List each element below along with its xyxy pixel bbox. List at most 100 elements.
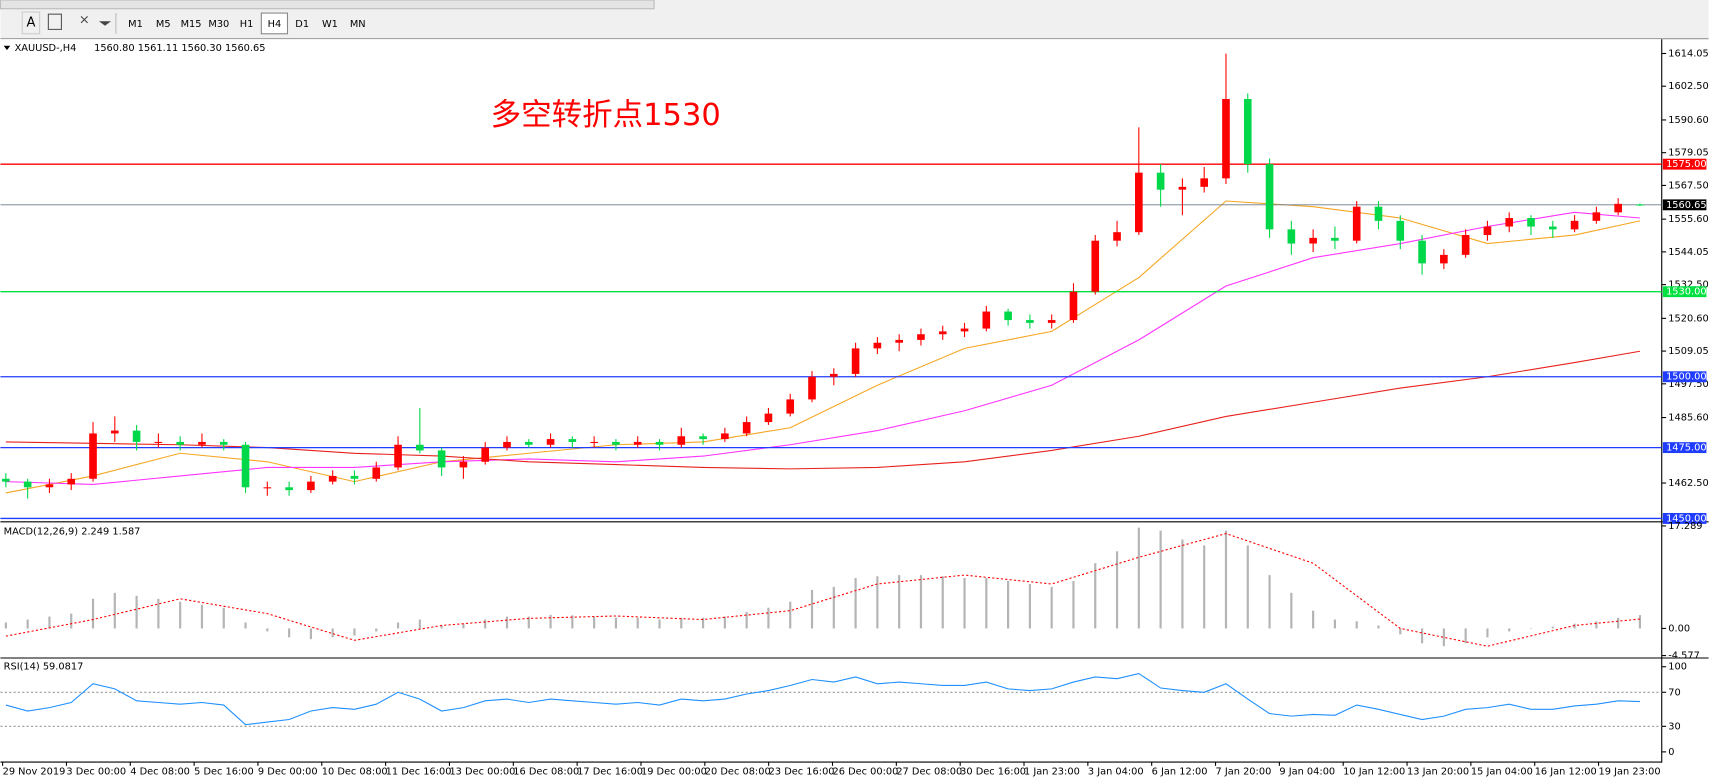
candle-body [1505, 218, 1514, 227]
macd-bar [1094, 563, 1097, 629]
x-tick-label: 16 Dec 08:00 [513, 766, 579, 777]
x-tick-label: 6 Jan 12:00 [1152, 766, 1208, 777]
macd-bar [1115, 551, 1119, 629]
candle-body [1156, 172, 1165, 190]
arrow-tool[interactable] [80, 15, 111, 26]
timeframe-label[interactable]: D1 [295, 19, 309, 30]
x-tick-label: 20 Dec 08:00 [705, 766, 771, 777]
macd-bar [1137, 527, 1140, 629]
candle-body [1243, 98, 1252, 165]
candle-body [633, 441, 642, 445]
moving-average [5, 350, 1641, 470]
timeframe-button[interactable] [316, 13, 344, 34]
macd-bar [1203, 545, 1206, 629]
macd-bar [1442, 628, 1445, 647]
timeframe-button[interactable] [177, 13, 205, 34]
candle-body [1113, 232, 1121, 241]
x-tick-label: 17 Dec 16:00 [577, 766, 643, 777]
candle-body [328, 475, 337, 482]
macd-bar [789, 601, 792, 629]
macd-bar [1333, 619, 1337, 629]
candle-body [1374, 206, 1383, 221]
macd-bar [1420, 628, 1424, 644]
macd-bar [549, 614, 552, 629]
candle-body [1461, 235, 1470, 255]
y-tick-label: 0.00 [1668, 623, 1690, 634]
x-tick-label: 26 Dec 00:00 [832, 766, 898, 777]
candle-body [742, 422, 751, 434]
candle-body [1440, 254, 1448, 264]
macd-bar [963, 578, 966, 629]
macd-signal [5, 533, 1641, 647]
timeframe-label[interactable]: H4 [268, 19, 282, 30]
x-tick-label: 10 Dec 08:00 [322, 766, 388, 777]
candle-body [568, 439, 577, 442]
macd-bar [113, 592, 116, 629]
macd-bar [1508, 628, 1511, 632]
macd-bar [593, 616, 596, 629]
macd-bar [941, 576, 944, 629]
candle-body [1222, 98, 1230, 179]
candle-body [851, 348, 860, 374]
timeframe-label[interactable]: M5 [156, 19, 171, 30]
moving-average [5, 200, 1641, 494]
macd-bar [1007, 581, 1010, 629]
macd-bar [767, 607, 770, 629]
candle-body [1483, 226, 1492, 236]
candle-body [1200, 178, 1209, 187]
macd-bar [1573, 623, 1576, 629]
last-price-bg [1662, 199, 1707, 211]
candle-body [219, 441, 228, 445]
text-tool-button[interactable] [21, 11, 41, 35]
macd-bar [91, 598, 95, 629]
timeframe-label[interactable]: H1 [240, 19, 254, 30]
y-tick-label: 1544.05 [1668, 247, 1709, 258]
macd-bar [1399, 628, 1402, 635]
macd-bar [222, 607, 225, 629]
y-tick-label: 1555.60 [1668, 214, 1709, 225]
macd-bar [157, 598, 160, 629]
timeframe-label[interactable]: M15 [181, 19, 202, 30]
macd-bar [179, 601, 182, 629]
text-label-tool[interactable] [47, 13, 62, 30]
candle-body [67, 478, 76, 485]
timeframe-label[interactable]: M30 [208, 19, 229, 30]
x-tick-label: 10 Jan 12:00 [1343, 766, 1405, 777]
x-tick-label: 9 Jan 04:00 [1279, 766, 1335, 777]
macd-bar [701, 617, 705, 629]
candle-body [1004, 311, 1012, 321]
macd-bar [462, 623, 465, 629]
timeframe-button[interactable] [122, 13, 149, 34]
candle-body [1592, 212, 1601, 221]
timeframe-button[interactable] [344, 13, 371, 34]
price-label-bg [1662, 442, 1707, 454]
macd-bar [135, 595, 138, 629]
text-tool-label[interactable]: A [26, 15, 35, 30]
toolbar-row [0, 0, 655, 10]
timeframe-label[interactable]: M1 [128, 19, 143, 30]
macd-bar [636, 617, 639, 629]
candle-body [1548, 226, 1557, 230]
macd-bar [1028, 583, 1031, 629]
timeframe-button[interactable] [260, 12, 289, 35]
x-tick-label: 15 Jan 04:00 [1471, 766, 1533, 777]
candle-body [590, 441, 598, 444]
candle-body [524, 441, 533, 445]
timeframe-button[interactable] [150, 13, 177, 34]
timeframe-label[interactable]: W1 [322, 19, 338, 30]
candle-body [481, 447, 490, 462]
timeframe-button[interactable] [289, 13, 316, 34]
candle-body [829, 373, 838, 377]
x-tick-label: 13 Dec 00:00 [449, 766, 515, 777]
candle-body [394, 444, 402, 468]
y-tick-label: 100 [1668, 662, 1687, 673]
timeframe-button[interactable] [233, 13, 260, 34]
timeframe-label[interactable]: MN [350, 19, 366, 30]
y-tick-label: 17.289 [1668, 521, 1702, 532]
timeframe-button[interactable] [205, 13, 232, 34]
macd-bar [353, 628, 356, 636]
candle-body [721, 433, 729, 440]
symbol-menu-arrow[interactable] [3, 45, 11, 51]
